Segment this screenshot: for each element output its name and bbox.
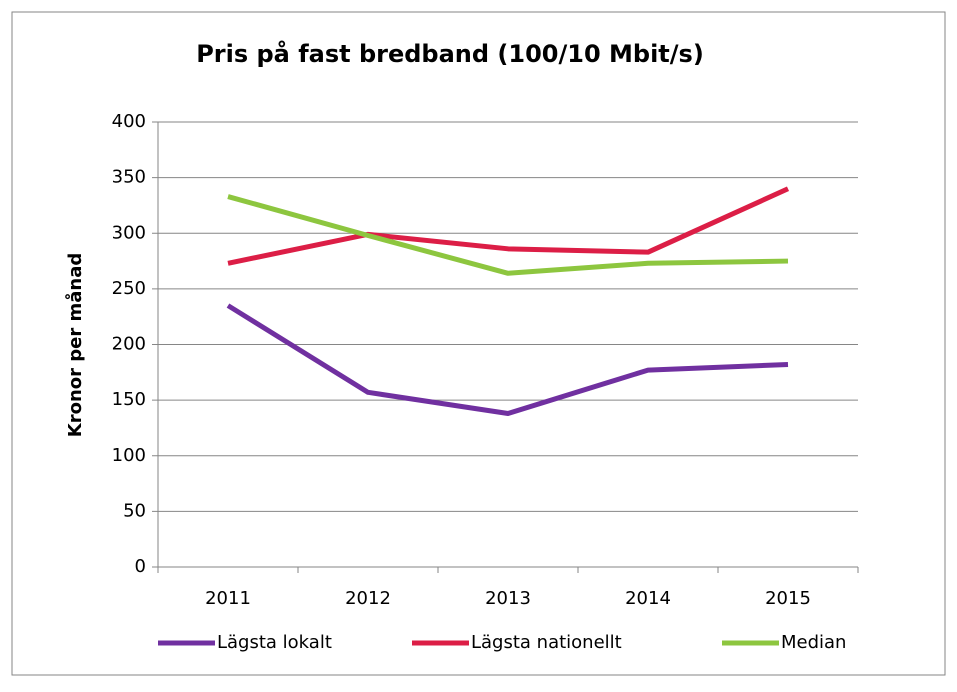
y-tick-label: 200 <box>112 334 146 355</box>
x-tick-label: 2013 <box>485 588 531 609</box>
legend-label: Median <box>781 632 846 653</box>
series-line <box>227 186 790 266</box>
chart-title: Pris på fast bredband (100/10 Mbit/s) <box>196 39 704 68</box>
y-tick-label: 250 <box>112 278 146 299</box>
x-tick-label: 2011 <box>205 588 251 609</box>
y-tick-label: 400 <box>112 111 146 132</box>
y-tick-label: 350 <box>112 167 146 188</box>
y-tick-label: 150 <box>112 389 146 410</box>
legend-label: Lägsta nationellt <box>471 632 622 653</box>
chart-border <box>11 11 946 676</box>
y-tick-label: 300 <box>112 222 146 243</box>
y-tick-label: 50 <box>123 500 146 521</box>
y-tick-label: 0 <box>135 556 146 577</box>
x-tick-label: 2012 <box>345 588 391 609</box>
y-axis-label: Kronor per månad <box>64 253 86 438</box>
x-tick-label: 2015 <box>765 588 811 609</box>
series-line <box>226 303 789 416</box>
y-tick-label: 100 <box>112 445 146 466</box>
series-line <box>227 194 789 276</box>
legend-label: Lägsta lokalt <box>217 632 332 653</box>
x-tick-label: 2014 <box>625 588 671 609</box>
